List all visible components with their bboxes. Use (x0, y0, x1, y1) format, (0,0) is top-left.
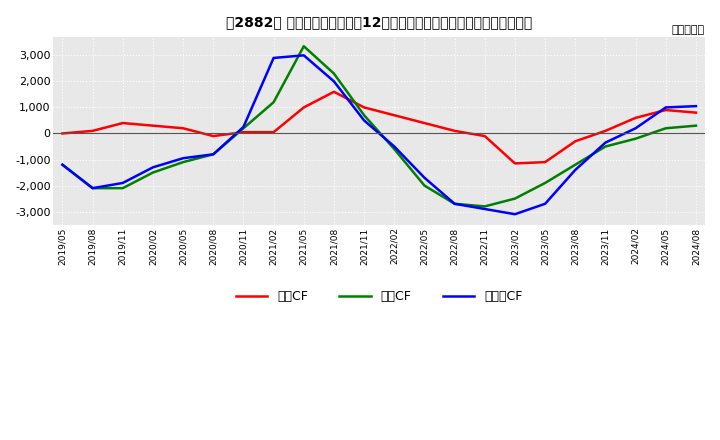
営業CF (269, 129, 278, 135)
フリーCF (179, 156, 187, 161)
営業CF (450, 128, 459, 133)
投賃CF (510, 196, 519, 201)
フリーCF (601, 140, 610, 145)
Title: 【2882】 キャッシュフローの12か月移動合計の対前年同期増減額の推移: 【2882】 キャッシュフローの12か月移動合計の対前年同期増減額の推移 (226, 15, 532, 29)
投賃CF (239, 126, 248, 131)
営業CF (480, 133, 489, 139)
フリーCF (89, 186, 97, 191)
営業CF (58, 131, 67, 136)
投賃CF (571, 162, 580, 167)
フリーCF (450, 201, 459, 206)
フリーCF (239, 125, 248, 130)
投賃CF (209, 152, 217, 157)
営業CF (119, 121, 127, 126)
Text: （百万円）: （百万円） (672, 25, 705, 35)
投賃CF (450, 201, 459, 206)
フリーCF (662, 105, 670, 110)
投賃CF (601, 144, 610, 149)
営業CF (571, 139, 580, 144)
フリーCF (119, 180, 127, 186)
フリーCF (148, 165, 157, 170)
フリーCF (209, 152, 217, 157)
フリーCF (541, 201, 549, 206)
投賃CF (179, 159, 187, 165)
フリーCF (631, 126, 640, 131)
フリーCF (269, 55, 278, 61)
Line: 投賃CF: 投賃CF (63, 46, 696, 206)
営業CF (330, 89, 338, 95)
投賃CF (269, 99, 278, 105)
営業CF (601, 128, 610, 133)
投賃CF (148, 170, 157, 175)
営業CF (420, 121, 429, 126)
営業CF (360, 105, 369, 110)
投賃CF (692, 123, 701, 128)
投賃CF (420, 183, 429, 188)
投賃CF (89, 186, 97, 191)
フリーCF (390, 144, 399, 149)
投賃CF (360, 113, 369, 118)
営業CF (89, 128, 97, 133)
営業CF (662, 107, 670, 113)
営業CF (631, 115, 640, 121)
営業CF (209, 133, 217, 139)
フリーCF (360, 118, 369, 123)
営業CF (239, 129, 248, 135)
Line: フリーCF: フリーCF (63, 55, 696, 214)
営業CF (390, 113, 399, 118)
投賃CF (390, 147, 399, 152)
営業CF (179, 126, 187, 131)
投賃CF (662, 126, 670, 131)
投賃CF (300, 44, 308, 49)
投賃CF (631, 136, 640, 141)
投賃CF (58, 162, 67, 167)
フリーCF (510, 212, 519, 217)
フリーCF (300, 53, 308, 58)
フリーCF (692, 103, 701, 109)
営業CF (510, 161, 519, 166)
Legend: 営業CF, 投賃CF, フリーCF: 営業CF, 投賃CF, フリーCF (231, 286, 527, 308)
Line: 営業CF: 営業CF (63, 92, 696, 163)
投賃CF (330, 71, 338, 76)
営業CF (148, 123, 157, 128)
営業CF (541, 159, 549, 165)
投賃CF (119, 186, 127, 191)
フリーCF (480, 206, 489, 212)
営業CF (692, 110, 701, 115)
投賃CF (541, 180, 549, 186)
フリーCF (330, 79, 338, 84)
営業CF (300, 105, 308, 110)
フリーCF (571, 167, 580, 172)
フリーCF (58, 162, 67, 167)
フリーCF (420, 175, 429, 180)
投賃CF (480, 204, 489, 209)
